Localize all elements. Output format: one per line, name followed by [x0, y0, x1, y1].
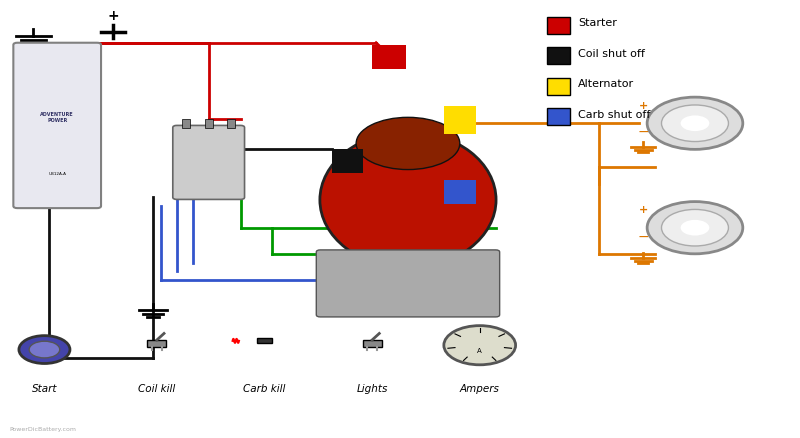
Text: Coil shut off: Coil shut off	[578, 49, 645, 59]
Bar	[182, 119, 190, 127]
Bar	[547, 108, 570, 125]
Circle shape	[444, 325, 515, 365]
Bar	[444, 106, 476, 134]
Text: ADVENTURE
POWER: ADVENTURE POWER	[40, 112, 74, 123]
Text: +: +	[638, 205, 648, 215]
Text: Carb kill: Carb kill	[243, 384, 286, 394]
Bar	[362, 340, 382, 346]
Bar	[547, 47, 570, 64]
Text: +: +	[638, 101, 648, 111]
Bar	[547, 78, 570, 95]
FancyBboxPatch shape	[173, 125, 245, 199]
Bar	[205, 119, 213, 127]
Circle shape	[662, 105, 729, 141]
Bar	[332, 149, 362, 173]
Text: Starter: Starter	[578, 18, 617, 28]
Bar	[147, 340, 166, 346]
Circle shape	[681, 220, 710, 236]
Text: Lights: Lights	[357, 384, 388, 394]
Circle shape	[662, 209, 729, 246]
Text: −: −	[638, 125, 649, 139]
Text: A: A	[478, 348, 482, 354]
Circle shape	[29, 341, 60, 358]
Text: +: +	[107, 9, 119, 23]
Circle shape	[647, 97, 743, 149]
Circle shape	[647, 201, 743, 254]
Text: Carb shut off: Carb shut off	[578, 110, 650, 120]
Ellipse shape	[320, 132, 496, 268]
Text: Alternator: Alternator	[578, 79, 634, 89]
Text: Ampers: Ampers	[460, 384, 500, 394]
FancyBboxPatch shape	[316, 250, 500, 317]
Ellipse shape	[356, 117, 460, 170]
Text: PowerDicBattery.com: PowerDicBattery.com	[10, 427, 76, 432]
Circle shape	[681, 116, 710, 131]
Text: Coil kill: Coil kill	[138, 384, 175, 394]
Text: UB12A-A: UB12A-A	[48, 172, 66, 176]
Bar	[444, 180, 476, 204]
Text: −: −	[638, 230, 649, 244]
Text: Start: Start	[32, 384, 57, 394]
Circle shape	[19, 336, 70, 364]
Bar	[372, 45, 406, 69]
Bar	[547, 17, 570, 34]
Bar	[227, 119, 235, 127]
FancyBboxPatch shape	[14, 43, 101, 208]
Bar	[257, 339, 272, 343]
